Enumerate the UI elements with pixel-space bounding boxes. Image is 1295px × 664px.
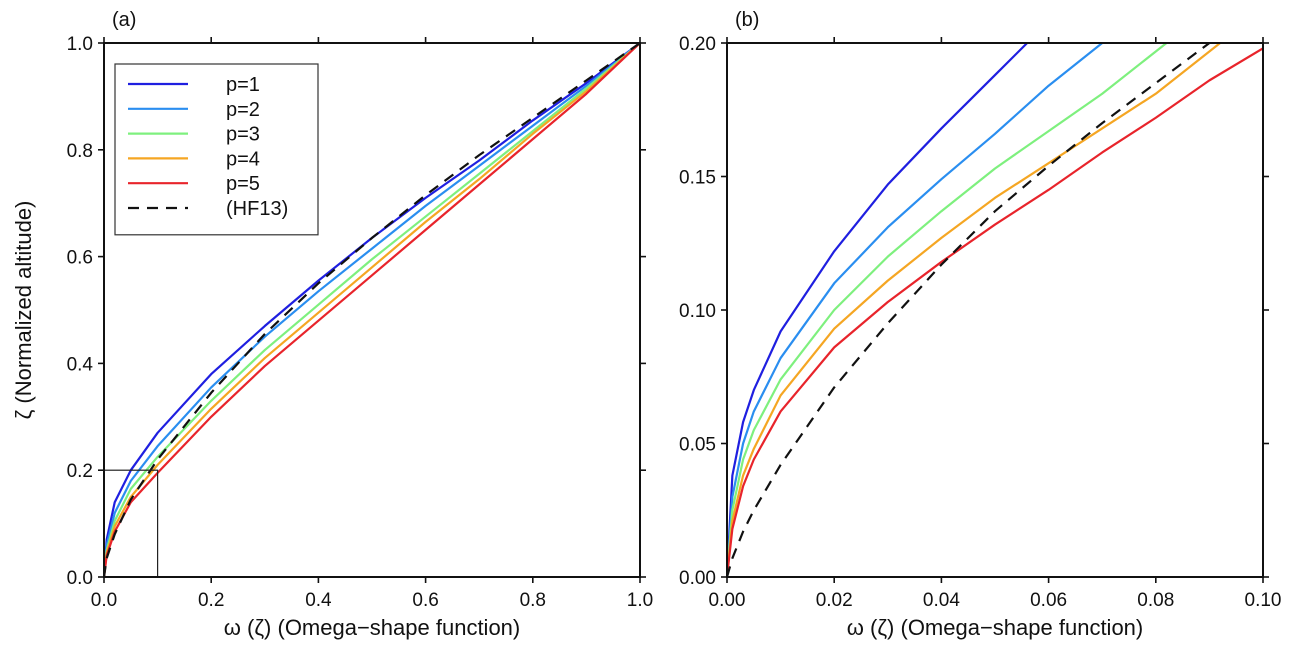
axes-frame <box>726 42 1264 578</box>
x-tick-label: 0.0 <box>91 590 117 611</box>
series-line-p4 <box>104 43 640 577</box>
x-tick-label: 0.06 <box>1030 590 1067 611</box>
series-line-hf13 <box>104 43 640 577</box>
series-group <box>104 43 640 577</box>
series-line-p1 <box>727 43 1029 577</box>
legend-label: p=3 <box>226 124 260 146</box>
x-tick-label: 0.8 <box>520 590 546 611</box>
series-line-p5 <box>104 43 640 577</box>
x-tick-label: 0.4 <box>305 590 332 611</box>
legend-box <box>114 63 319 236</box>
y-tick-label: 0.2 <box>67 461 93 482</box>
y-tick-label: 0.0 <box>67 568 93 589</box>
series-line-p4 <box>727 43 1222 577</box>
y-tick-label: 1.0 <box>67 34 93 55</box>
x-tick-label: 0.6 <box>412 590 438 611</box>
y-axis-label: ζ (Normalized altitude) <box>11 201 36 420</box>
series-group <box>727 43 1263 577</box>
legend-label: p=1 <box>226 74 260 96</box>
series-line-p3 <box>104 43 640 577</box>
y-tick-label: 0.05 <box>679 435 716 456</box>
panel-a-chart: 0.0 0.2 0.4 0.6 0.8 1.0 0.0 0.2 0.4 0.6 0.8 1.0 (a) ω… <box>11 9 653 640</box>
series-line-p5 <box>727 47 1263 577</box>
legend-label: p=5 <box>226 173 260 195</box>
y-tick-label: 0.10 <box>679 301 716 322</box>
x-axis-label: ω (ζ) (Omega−shape function) <box>847 615 1144 640</box>
x-axis-label: ω (ζ) (Omega−shape function) <box>224 615 521 640</box>
x-tick-label: 0.04 <box>923 590 960 611</box>
legend-label: (HF13) <box>226 198 288 220</box>
panel-b-chart: 0.00 0.02 0.04 0.06 0.08 0.10 0.00 0.05 0.10 0.15… <box>679 9 1281 640</box>
legend-label: p=2 <box>226 99 260 121</box>
x-tick-label: 0.2 <box>198 590 224 611</box>
series-line-p3 <box>727 43 1168 577</box>
x-tick-label: 0.00 <box>709 590 746 611</box>
series-line-p1 <box>104 43 640 577</box>
panel-label: (b) <box>735 9 759 31</box>
panel-label: (a) <box>112 9 136 31</box>
y-tick-label: 0.8 <box>67 141 93 162</box>
legend: p=1 p=2 p=3p=4 p=5 (HF13) <box>114 63 319 236</box>
y-tick-label: 0.6 <box>67 248 93 269</box>
axes-frame <box>103 42 641 578</box>
y-tick-label: 0.4 <box>67 354 94 375</box>
x-tick-label: 1.0 <box>627 590 653 611</box>
series-line-p2 <box>727 43 1104 577</box>
y-tick-label: 0.20 <box>679 34 716 55</box>
x-tick-label: 0.08 <box>1137 590 1174 611</box>
series-line-hf13 <box>727 43 1211 577</box>
legend-label: p=4 <box>226 148 260 170</box>
y-tick-label: 0.00 <box>679 568 716 589</box>
x-tick-label: 0.10 <box>1245 590 1282 611</box>
series-line-p2 <box>104 43 640 577</box>
y-tick-label: 0.15 <box>679 168 716 189</box>
x-tick-label: 0.02 <box>816 590 853 611</box>
